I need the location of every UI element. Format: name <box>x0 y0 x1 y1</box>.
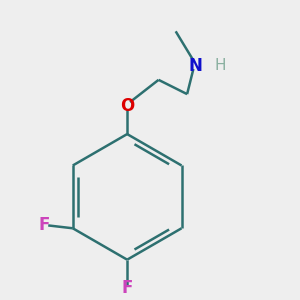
Text: F: F <box>38 216 50 234</box>
Text: O: O <box>120 97 134 115</box>
Text: H: H <box>214 58 226 73</box>
Text: F: F <box>122 279 133 297</box>
Text: N: N <box>189 57 202 75</box>
